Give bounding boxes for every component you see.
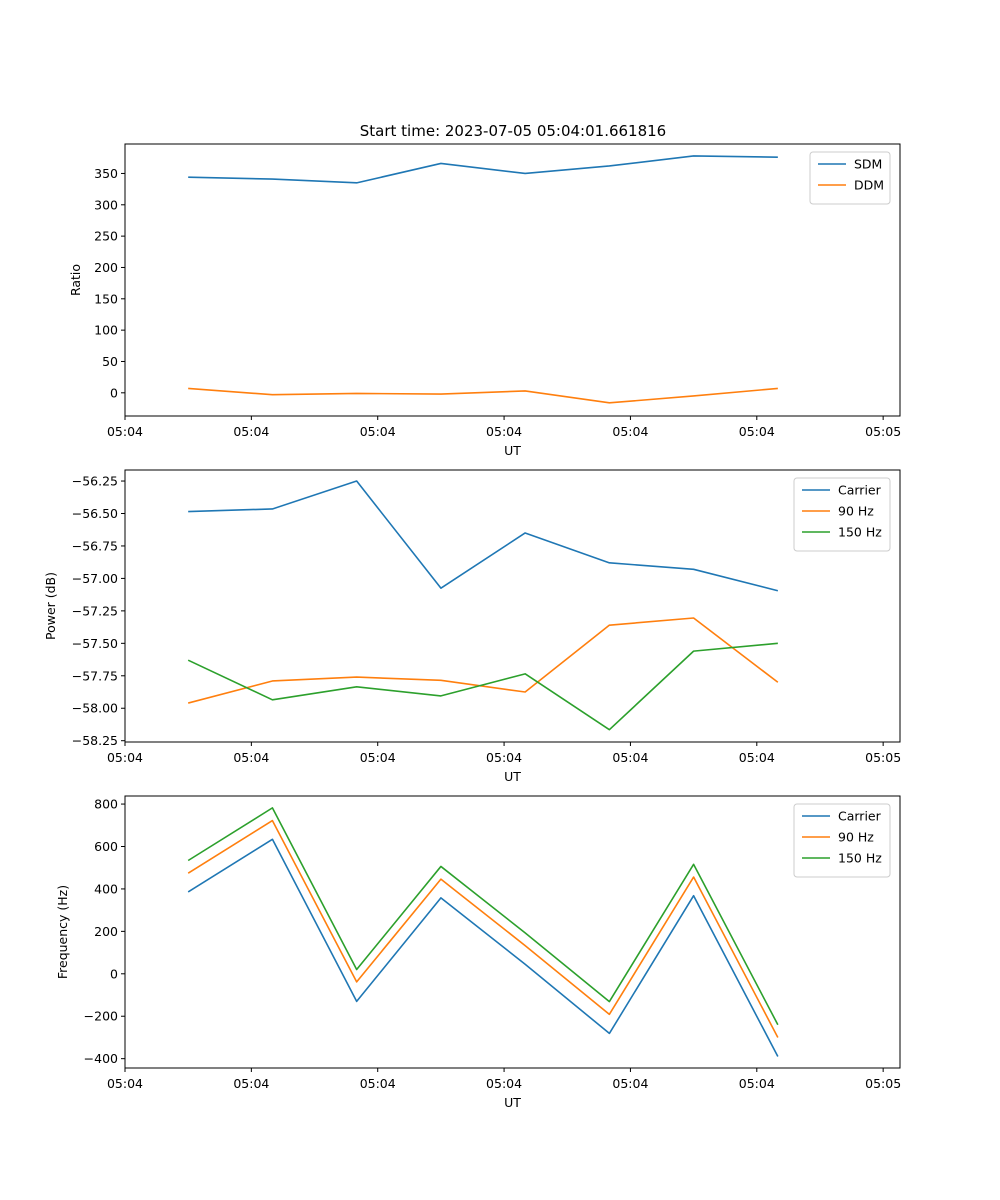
series-line-150-hz	[187, 642, 778, 731]
y-tick-label: 400	[94, 881, 118, 896]
x-tick-label: 05:05	[865, 750, 901, 765]
x-tick-label: 05:04	[107, 750, 143, 765]
legend: SDM DDM	[809, 151, 891, 205]
x-tick-label: 05:04	[107, 1076, 143, 1091]
legend-label: 150 Hz	[838, 525, 882, 540]
legend-label: 90 Hz	[838, 504, 874, 519]
y-tick-label: 100	[94, 323, 118, 338]
y-tick-label: −400	[84, 1051, 118, 1066]
y-tick-label: −200	[84, 1009, 118, 1024]
y-tick-label: −56.50	[72, 506, 118, 521]
y-tick-label: −58.25	[72, 733, 118, 748]
y-tick-label: −57.25	[72, 603, 118, 618]
x-tick-label: 05:04	[360, 750, 396, 765]
y-tick-label: 0	[110, 966, 118, 981]
panels: 0 50 100 150 200 250 300 350 05:04 05:04 05:04 05:0…	[43, 143, 901, 1110]
x-tick-label: 05:04	[233, 1076, 269, 1091]
y-tick-label: 0	[110, 385, 118, 400]
x-tick-label: 05:04	[612, 750, 648, 765]
x-tick-label: 05:04	[486, 750, 522, 765]
x-axis-label: UT	[504, 443, 521, 458]
plot-frame	[124, 469, 901, 743]
x-axis-label: UT	[504, 1095, 521, 1110]
series-line-90-hz	[187, 819, 779, 1038]
y-axis-label: Power (dB)	[43, 572, 58, 640]
legend-label: 150 Hz	[838, 851, 882, 866]
chart-title: Start time: 2023-07-05 05:04:01.661816	[360, 122, 666, 140]
y-tick-label: 800	[94, 797, 118, 812]
y-tick-label: −57.50	[72, 636, 118, 651]
y-tick-label: 300	[94, 197, 118, 212]
series-line-150-hz	[187, 807, 779, 1026]
x-tick-label: 05:04	[233, 750, 269, 765]
plot-frame	[124, 143, 901, 417]
chart-panel-1: 0 50 100 150 200 250 300 350 05:04 05:04 05:04 05:0…	[68, 143, 901, 458]
x-tick-label: 05:04	[612, 424, 648, 439]
series-line-carrier	[187, 838, 779, 1057]
y-tick-label: 250	[94, 229, 118, 244]
series-line-sdm	[188, 155, 778, 184]
x-tick-label: 05:04	[360, 1076, 396, 1091]
y-tick-label: 600	[94, 839, 118, 854]
x-tick-label: 05:04	[739, 750, 775, 765]
legend-label: 90 Hz	[838, 830, 874, 845]
legend: Carrier 90 Hz 150 Hz	[793, 477, 891, 552]
x-tick-label: 05:04	[360, 424, 396, 439]
x-tick-label: 05:04	[612, 1076, 648, 1091]
x-tick-label: 05:04	[233, 424, 269, 439]
y-axis-label: Frequency (Hz)	[55, 885, 70, 979]
y-tick-label: −57.75	[72, 668, 118, 683]
y-tick-label: −56.75	[72, 538, 118, 553]
legend-label: SDM	[854, 157, 882, 172]
x-tick-label: 05:05	[865, 424, 901, 439]
x-tick-label: 05:05	[865, 1076, 901, 1091]
x-tick-label: 05:04	[739, 424, 775, 439]
y-tick-label: −58.00	[72, 701, 118, 716]
y-axis-label: Ratio	[68, 264, 83, 296]
x-tick-label: 05:04	[486, 424, 522, 439]
plot-frame	[124, 795, 901, 1069]
x-tick-label: 05:04	[739, 1076, 775, 1091]
legend-label: Carrier	[838, 483, 882, 498]
y-tick-label: 200	[94, 260, 118, 275]
x-tick-label: 05:04	[486, 1076, 522, 1091]
legend-label: DDM	[854, 178, 884, 193]
y-tick-label: −56.25	[72, 474, 118, 489]
y-tick-label: 150	[94, 291, 118, 306]
legend: Carrier 90 Hz 150 Hz	[793, 803, 891, 878]
series-line-ddm	[188, 387, 778, 404]
chart-panel-3: −400 −200 0 200 400 600 800 05:04 05:04 05:04 05:0…	[55, 795, 901, 1110]
legend-frame	[809, 151, 891, 205]
series-line-90-hz	[187, 617, 779, 704]
chart-panel-2: −58.25 −58.00 −57.75 −57.50 −57.25 −57.00 −56.…	[43, 469, 901, 784]
x-axis-label: UT	[504, 769, 521, 784]
y-tick-label: −57.00	[72, 571, 118, 586]
y-tick-label: 50	[102, 354, 118, 369]
x-tick-label: 05:04	[107, 424, 143, 439]
y-tick-label: 350	[94, 166, 118, 181]
series-line-carrier	[188, 480, 779, 592]
y-tick-label: 200	[94, 924, 118, 939]
legend-label: Carrier	[838, 809, 882, 824]
